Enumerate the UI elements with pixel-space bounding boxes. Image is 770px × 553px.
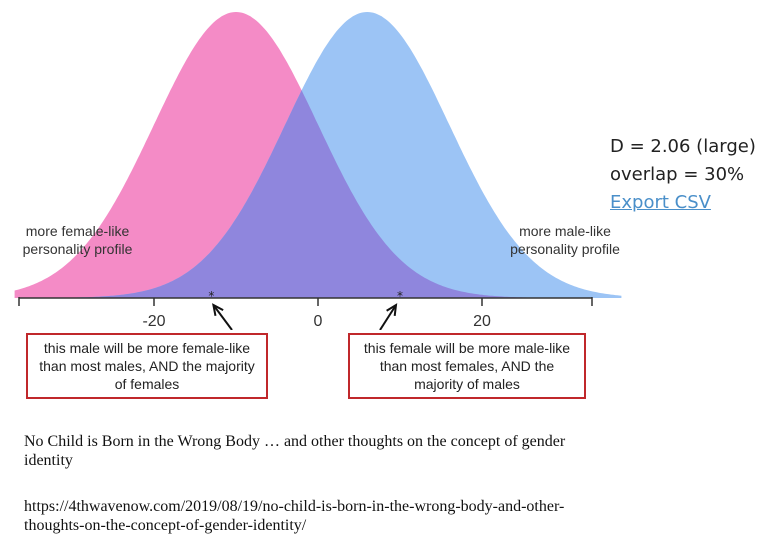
callout-arrow-0 (212, 304, 233, 330)
x-tick-label-2: 20 (473, 313, 491, 330)
export-csv-link[interactable]: Export CSV (610, 192, 711, 213)
left-label-line-1: more female-like (25, 223, 130, 239)
x-tick-label-0: -20 (142, 313, 165, 330)
effect-size-text: D = 2.06 (large) (610, 136, 756, 157)
x-tick-label-1: 0 (314, 313, 323, 330)
distribution-chart: -20 0 20 * * (14, 12, 622, 330)
female-callout-line-2: than most females, AND the (379, 358, 555, 374)
female-callout-box: this female will be more male-like than … (348, 333, 586, 399)
callout-arrows (212, 303, 398, 330)
female-callout-line-3: majority of males (414, 376, 520, 392)
male-callout-line-1: this male will be more female-like (43, 340, 251, 356)
article-title-line-2: identity (24, 452, 73, 469)
article-title: No Child is Born in the Wrong Body … and… (24, 432, 565, 470)
left-label-line-2: personality profile (22, 241, 133, 257)
article-url-line-2: thoughts-on-the-concept-of-gender-identi… (24, 517, 307, 534)
marker-star-0: * (208, 289, 214, 303)
article-url-line-1: https://4thwavenow.com/2019/08/19/no-chi… (24, 498, 565, 515)
male-callout-line-3: of females (114, 376, 180, 392)
right-label-line-1: more male-like (519, 223, 611, 239)
male-callout-line-2: than most males, AND the majority (39, 358, 255, 374)
right-label-line-2: personality profile (510, 241, 620, 257)
marker-star-1: * (397, 289, 403, 303)
left-side-label: more female-like personality profile (10, 222, 145, 258)
overlap-text: overlap = 30% (610, 164, 745, 185)
x-axis: -20 0 20 * * (18, 289, 593, 330)
article-title-line-1: No Child is Born in the Wrong Body … and… (24, 433, 566, 450)
overlap-region (14, 90, 622, 298)
right-side-label: more male-like personality profile (500, 222, 630, 258)
callout-arrowhead-0 (212, 303, 224, 316)
stats-panel: D = 2.06 (large) overlap = 30% Export CS… (610, 133, 756, 217)
article-url[interactable]: https://4thwavenow.com/2019/08/19/no-chi… (24, 497, 564, 535)
callout-arrowhead-1 (386, 303, 398, 317)
female-callout-line-1: this female will be more male-like (363, 340, 571, 356)
callout-arrow-1 (379, 304, 397, 330)
curves-layer (14, 12, 622, 298)
male-callout-box: this male will be more female-like than … (26, 333, 268, 399)
